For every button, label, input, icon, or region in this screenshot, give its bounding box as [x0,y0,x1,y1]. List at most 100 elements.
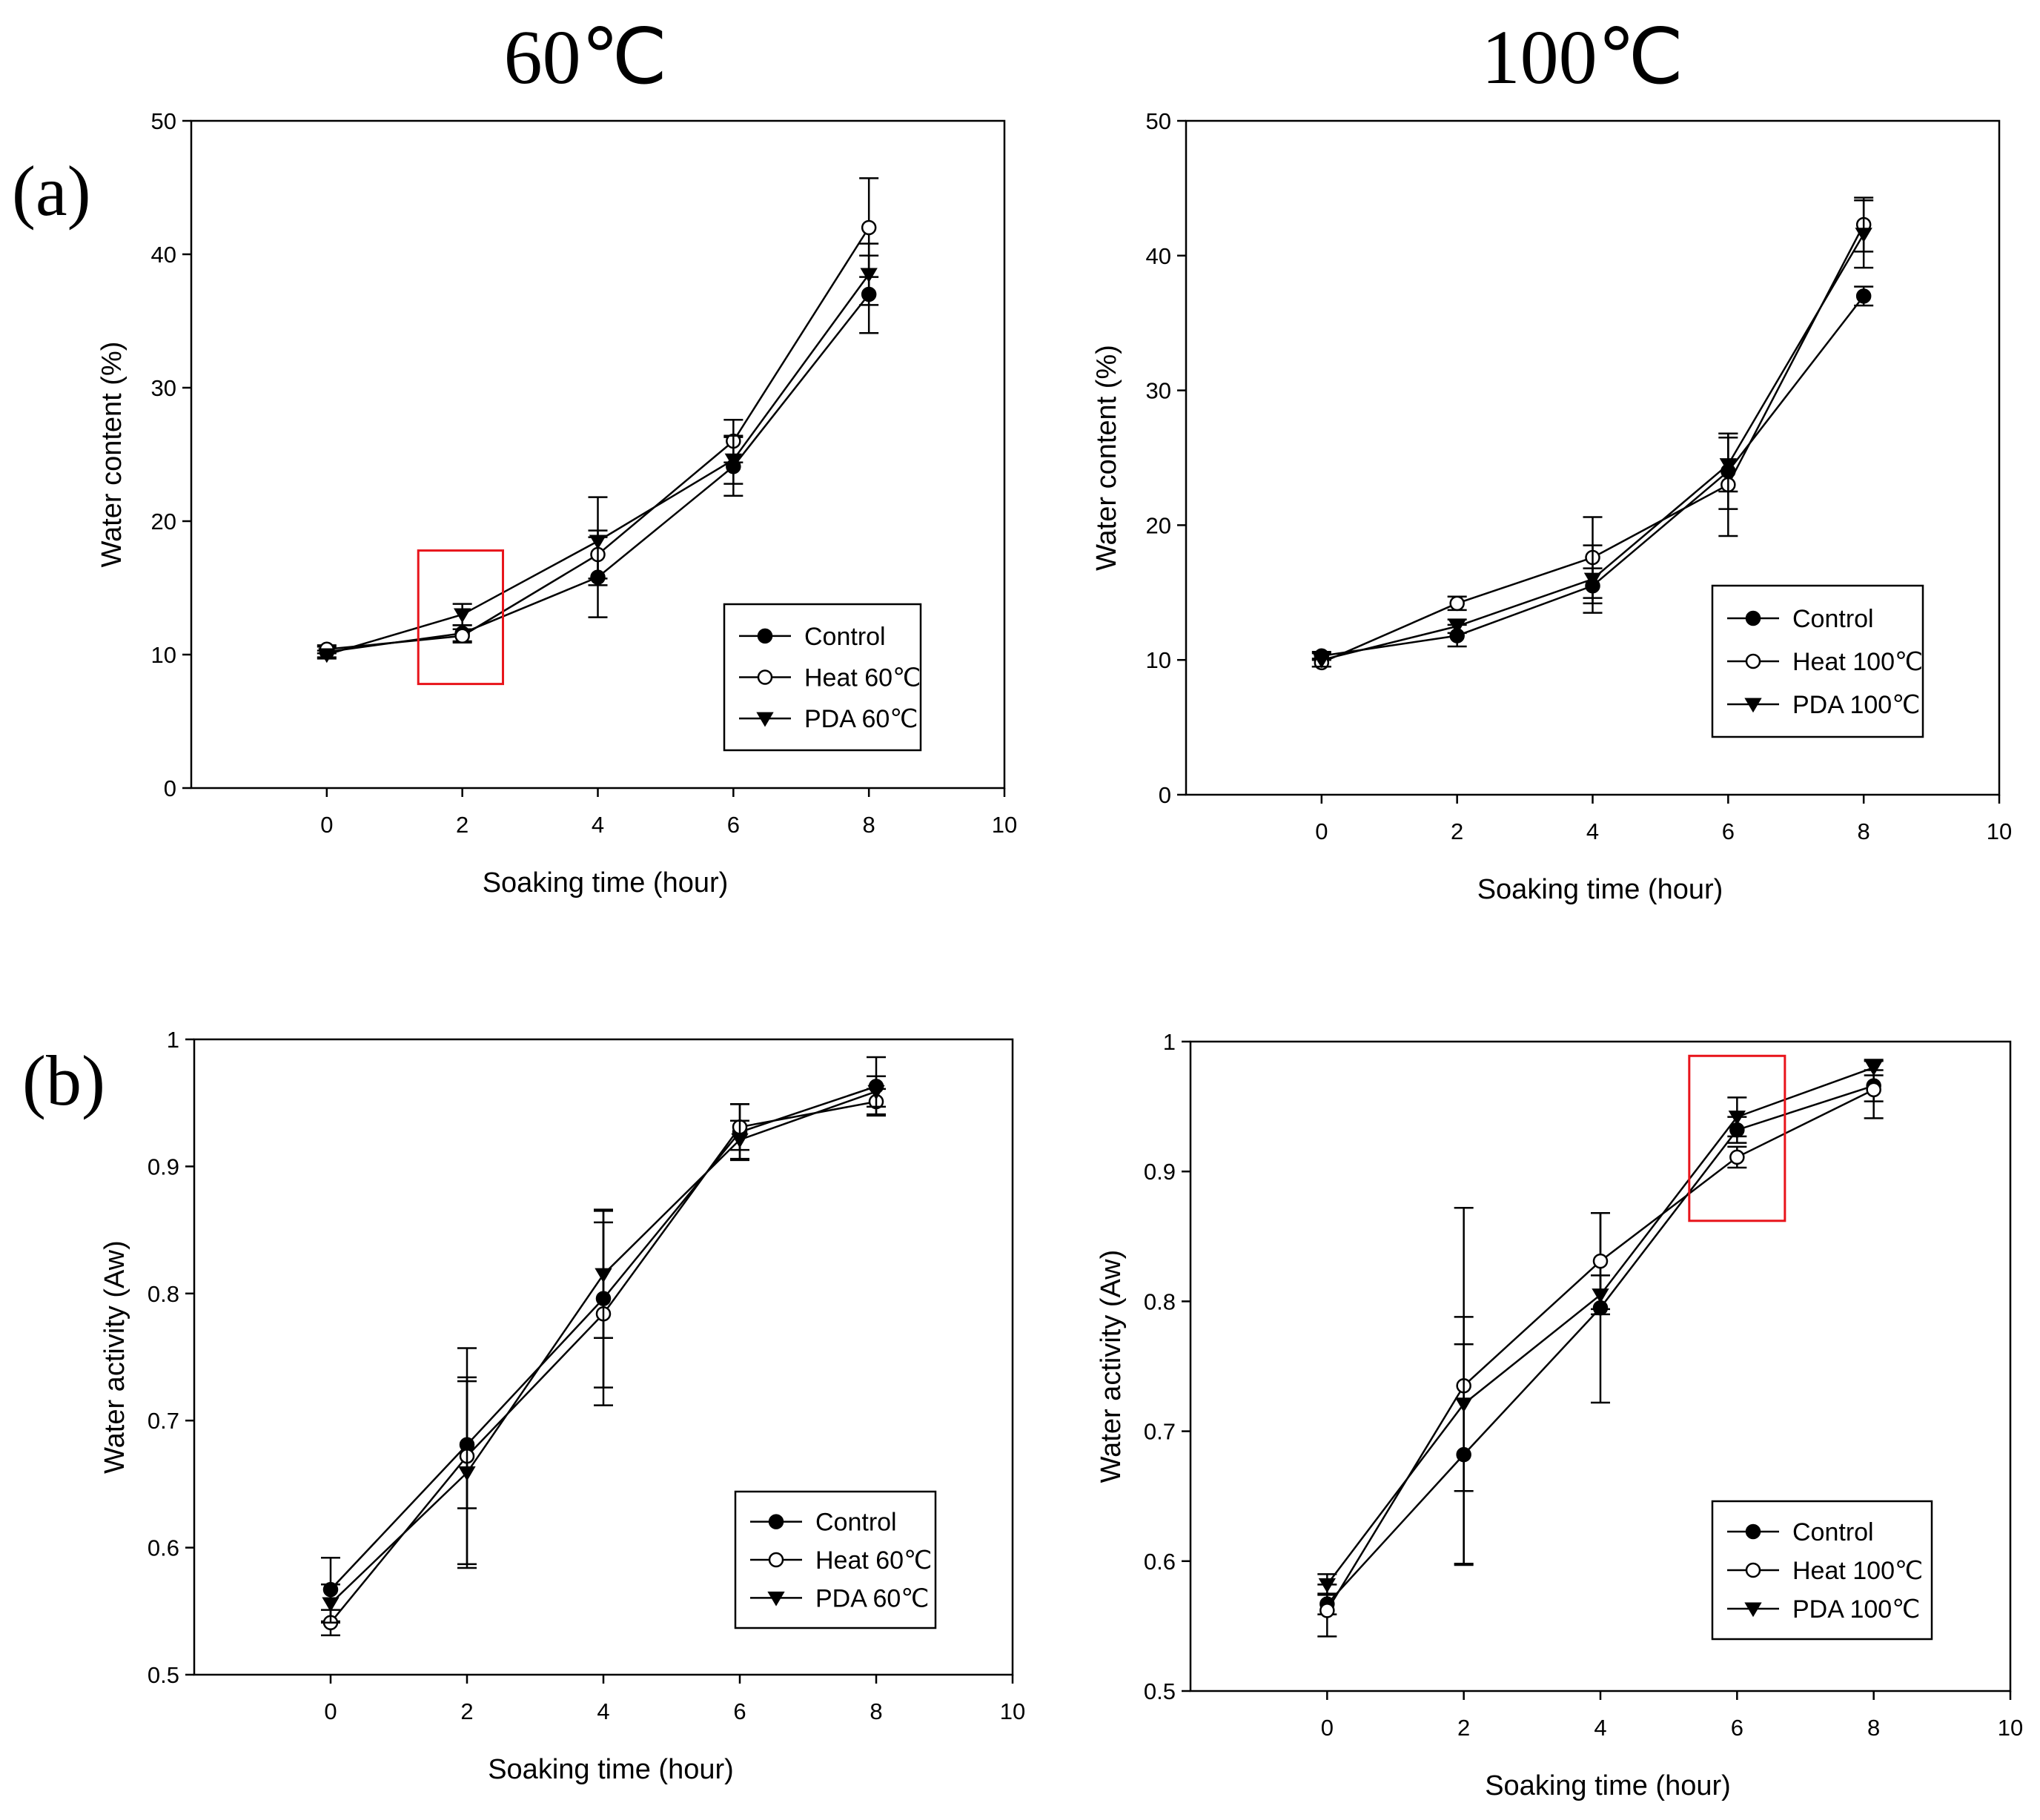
panel-3-ytick-label-4: 0.9 [148,1154,179,1179]
panel-3-legend-marker-2 [768,1552,784,1568]
panel-1-legend-label-3: PDA 60℃ [804,705,918,733]
panel-1-ytick-label-4: 40 [151,242,176,268]
panel-1-series-3 [317,242,879,664]
panel-3-ytick-label-0: 0.5 [148,1662,179,1688]
panel-3-xtick-label-3: 6 [733,1698,746,1724]
panel-4-xtick-label-3: 6 [1731,1715,1743,1741]
panel-1-ytick-label-3: 30 [151,375,176,401]
panel-2-s3-point-4 [1855,228,1872,243]
panel-3-legend-marker-1 [768,1514,784,1529]
panel-2-xlabel: Soaking time (hour) [1477,874,1723,905]
panel-1-ytick-label-5: 50 [151,108,176,134]
panel-1-ytick-label-0: 0 [164,775,176,801]
panel-4-legend-marker-1 [1745,1523,1761,1540]
panel-3-xtick-label-0: 0 [324,1698,337,1724]
panel-1-legend-label-1: Control [804,623,886,651]
panel-4-s2-point-2 [1592,1253,1609,1269]
panel-4-ytick-label-2: 0.7 [1144,1419,1176,1445]
panel-2-legend-label-2: Heat 100℃ [1792,648,1923,676]
panel-1-s3-point-4 [860,268,878,283]
panel-2-ytick-label-5: 50 [1146,108,1171,134]
panel-1-xtick-label-1: 2 [456,812,468,838]
panel-1-legend-marker-1 [757,628,773,644]
panel-3-xtick-label-1: 2 [460,1698,473,1724]
panel-1-ytick-label-1: 10 [151,642,176,668]
panel-1-ytick-label-2: 20 [151,509,176,535]
panel-2-s3-point-0 [1313,653,1331,669]
panel-1-xtick-label-0: 0 [320,812,333,838]
panel-4-xtick-label-4: 8 [1867,1715,1880,1741]
panel-2-s3-point-3 [1719,458,1737,473]
panel-4-ylabel: Water activity (Aw) [1096,1250,1127,1483]
panel-1-legend-marker-2 [757,669,773,685]
panel-4-xtick-label-5: 10 [1998,1715,2023,1741]
panel-3-series-3 [321,1075,886,1624]
panel-4-legend-label-2: Heat 100℃ [1792,1557,1923,1585]
panel-1-s2-point-4 [861,219,877,236]
panel-2-legend-label-3: PDA 100℃ [1792,691,1920,719]
panel-2-ytick-label-2: 20 [1146,512,1171,538]
panel-1-xtick-label-2: 4 [592,812,604,838]
panel-2-ytick-label-3: 30 [1146,378,1171,404]
panel-4-s3-point-1 [1455,1397,1473,1413]
panel-2-s3-point-2 [1583,572,1602,588]
panel-1: 0 10 20 30 40 50 0 2 4 6 8 10 Soaking time (hour) Wat… [96,108,1017,899]
panel-2: 0 10 20 30 40 50 0 2 4 6 8 10 Soaking time (hour) Wat… [1091,108,2012,905]
panel-3-s3-point-2 [595,1268,612,1283]
panel-3-legend: Control Heat 60℃ PDA 60℃ [734,1490,937,1629]
panel-2-xtick-label-4: 8 [1858,818,1870,844]
panel-4-xtick-label-0: 0 [1321,1715,1334,1741]
panel-1-xlabel: Soaking time (hour) [483,867,729,899]
panel-4-legend-marker-3 [1744,1602,1762,1618]
panel-4-legend: Control Heat 100℃ PDA 100℃ [1711,1500,1933,1641]
panel-1-legend: Control Heat 60℃ PDA 60℃ [723,603,922,752]
panel-1-xtick-label-4: 8 [863,812,875,838]
panel-3-xtick-label-5: 10 [1000,1698,1025,1724]
panel-2-xtick-label-2: 4 [1586,818,1599,844]
panel-3-s3-point-1 [458,1466,476,1481]
panel-1-legend-label-2: Heat 60℃ [804,664,921,692]
panel-1-series-1 [317,254,879,660]
panel-3-ytick-label-5: 1 [167,1027,179,1053]
panel-2-xtick-label-1: 2 [1451,818,1463,844]
row-label-a: (a) [12,151,91,231]
panel-2-xtick-label-5: 10 [1987,818,2012,844]
panel-2-legend-marker-3 [1744,698,1762,713]
panel-4-s3-point-2 [1592,1288,1609,1303]
panel-4-s3-point-4 [1865,1061,1883,1076]
panel-3-legend-marker-3 [767,1591,785,1606]
panel-4-series-2 [1317,1060,1884,1638]
row-label-b: (b) [22,1041,105,1120]
panel-4-highlight-box [1688,1054,1786,1222]
panel-2-ylabel: Water content (%) [1091,345,1122,571]
panel-2-legend: Control Heat 100℃ PDA 100℃ [1711,584,1924,738]
panel-2-legend-label-1: Control [1792,605,1874,633]
panel-2-xtick-label-3: 6 [1722,818,1735,844]
panel-3-legend-label-3: PDA 60℃ [815,1584,929,1612]
panel-4-s2-point-4 [1866,1082,1881,1098]
panel-1-s3-point-3 [724,453,742,469]
panel-4-s3-point-3 [1728,1111,1746,1125]
panel-2-legend-marker-1 [1745,610,1761,626]
panel-4-xtick-label-1: 2 [1457,1715,1470,1741]
panel-2-series-3 [1311,199,1874,669]
panel-3-xtick-label-2: 4 [597,1698,609,1724]
panel-1-s2-point-1 [454,628,470,644]
panel-4-xlabel: Soaking time (hour) [1485,1770,1731,1801]
panel-4-legend-label-1: Control [1792,1518,1874,1546]
panel-4-legend-marker-2 [1745,1562,1761,1578]
panel-2-s2-point-1 [1449,595,1465,612]
panel-4-ytick-label-5: 1 [1163,1029,1176,1055]
panel-3-legend-label-1: Control [815,1509,897,1537]
panel-3-xtick-label-4: 8 [870,1698,882,1724]
panel-1-legend-marker-3 [756,712,774,727]
panel-4-ytick-label-3: 0.8 [1144,1288,1176,1314]
panel-3-legend-label-2: Heat 60℃ [815,1546,932,1575]
panel-2-ytick-label-4: 40 [1146,243,1171,269]
panel-4-s3-point-0 [1318,1578,1336,1593]
panel-3-s3-point-4 [867,1085,885,1100]
